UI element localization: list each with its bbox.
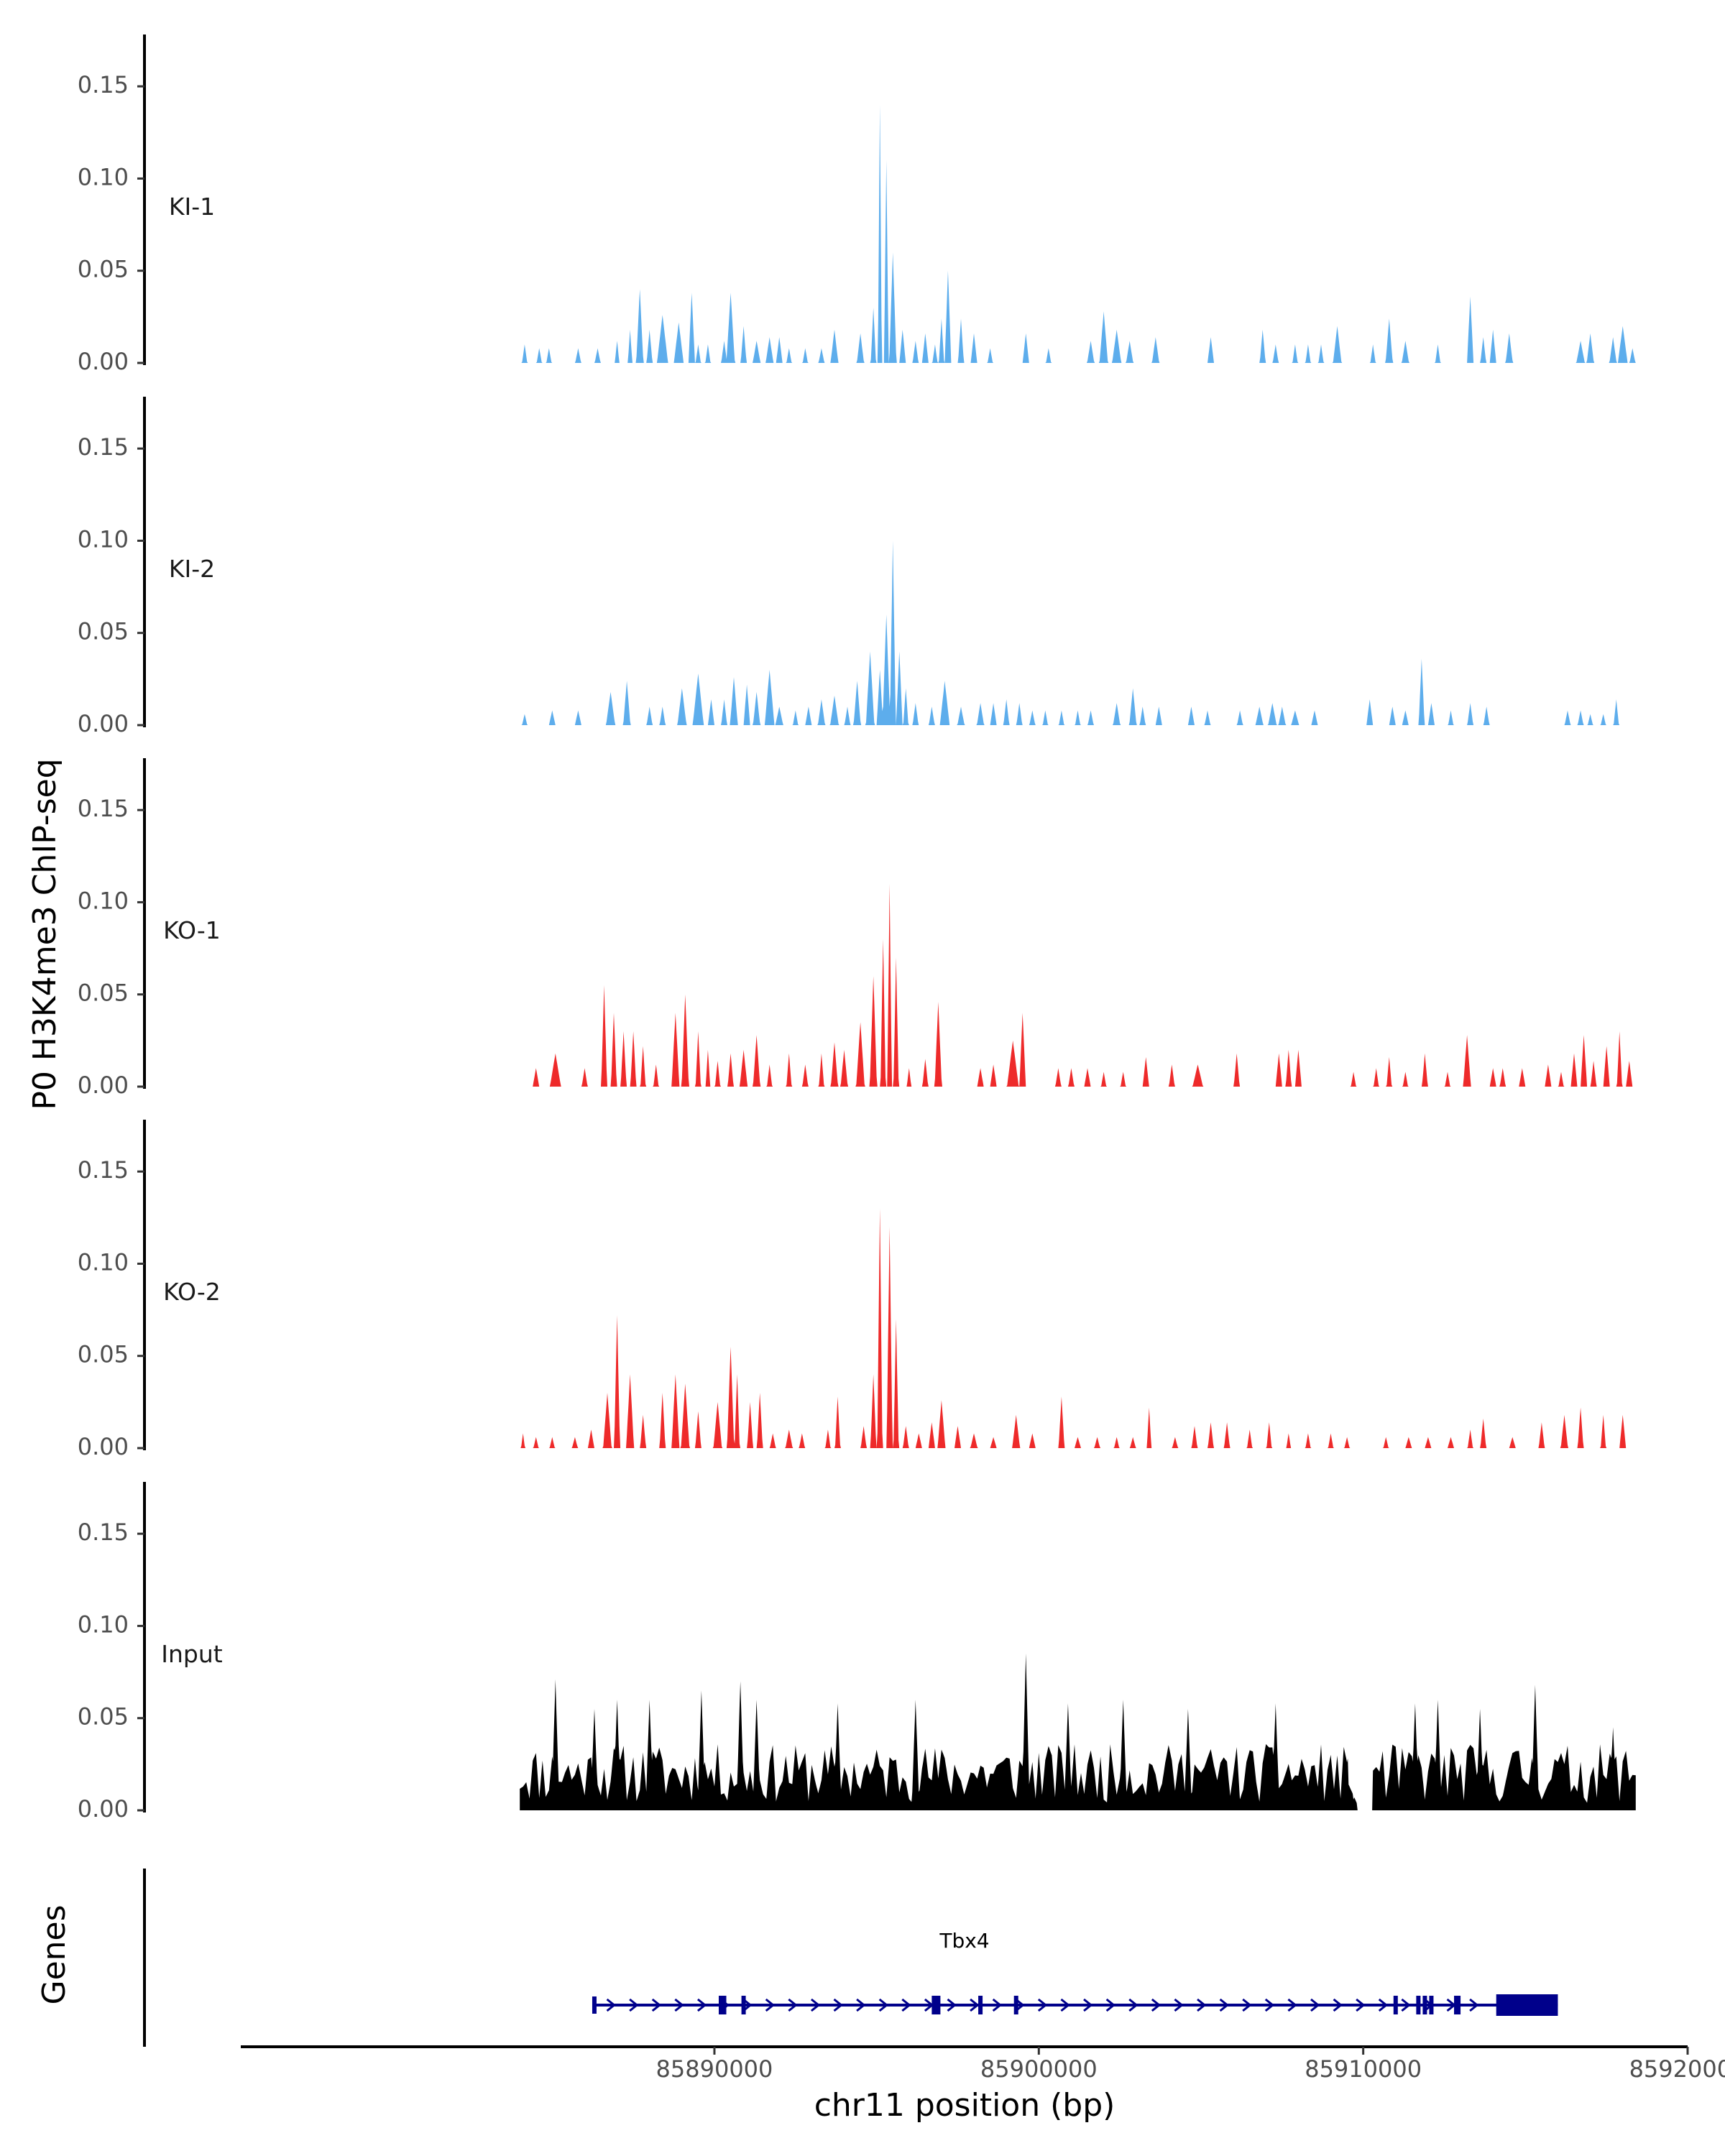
y-tick-label: 0.10 xyxy=(78,1248,129,1276)
strand-arrow xyxy=(1356,1998,1366,2012)
strand-arrow xyxy=(651,1998,662,2012)
track-panel-ki-1: 0.00 0.05 0.10 0.15 KI-1 xyxy=(78,34,1636,375)
x-axis-title: chr11 position (bp) xyxy=(814,2087,1116,2124)
strand-arrow xyxy=(1197,1998,1207,2012)
strand-arrow xyxy=(810,1998,821,2012)
strand-arrow xyxy=(901,1998,911,2012)
strand-arrow xyxy=(856,1998,866,2012)
gene-exon xyxy=(932,1996,939,2014)
y-tick-label: 0.00 xyxy=(78,348,129,375)
strand-arrow xyxy=(1151,1998,1162,2012)
y-tick-label: 0.00 xyxy=(78,1795,129,1823)
signal-area-ko-1 xyxy=(520,883,1636,1087)
y-tick-label: 0.00 xyxy=(78,1072,129,1099)
y-tick-label: 0.10 xyxy=(78,1611,129,1638)
panel-label-input: Input xyxy=(161,1640,223,1668)
y-tick-label: 0.05 xyxy=(78,980,129,1007)
strand-arrow xyxy=(1219,1998,1229,2012)
gene-utr xyxy=(1496,1994,1558,2016)
gene-model xyxy=(592,1994,1558,2016)
gene-exon xyxy=(1454,1996,1461,2014)
gene-exon xyxy=(1013,1996,1018,2014)
strand-arrow xyxy=(878,1998,889,2012)
y-tick-label: 0.15 xyxy=(78,1156,129,1184)
gene-track: Genes Tbx4 xyxy=(36,1869,1558,2047)
strand-arrow xyxy=(1287,1998,1297,2012)
track-panel-ko-1: 0.00 0.05 0.10 0.15 KO-1 xyxy=(78,758,1636,1099)
strand-arrow xyxy=(1242,1998,1252,2012)
x-axis: 85890000 85900000 85910000 85920000 chr11 p… xyxy=(241,2045,1725,2124)
signal-area-ki-2 xyxy=(520,540,1636,725)
y-tick-label: 0.05 xyxy=(78,618,129,645)
gene-exon xyxy=(1393,1996,1398,2014)
x-tick-label: 85890000 xyxy=(656,2055,773,2083)
strand-arrow xyxy=(947,1998,957,2012)
strand-arrow xyxy=(1469,1998,1479,2012)
x-tick-label: 85920000 xyxy=(1629,2055,1725,2083)
panel-label-ki-2: KI-2 xyxy=(169,555,215,583)
x-ticks: 85890000 85900000 85910000 85920000 xyxy=(656,2047,1725,2083)
strand-arrow xyxy=(1310,1998,1320,2012)
strand-arrow xyxy=(1037,1998,1048,2012)
y-tick-label: 0.05 xyxy=(78,1703,129,1731)
track-panel-input: 0.00 0.05 0.10 0.15 Input xyxy=(78,1482,1636,1823)
y-tick-label: 0.10 xyxy=(78,525,129,553)
track-panel-ko-2: 0.00 0.05 0.10 0.15 KO-2 xyxy=(78,1120,1636,1460)
y-tick-label: 0.15 xyxy=(78,1519,129,1546)
strand-arrow xyxy=(674,1998,684,2012)
strand-arrow xyxy=(1333,1998,1343,2012)
strand-arrow xyxy=(970,1998,980,2012)
y-tick-label: 0.00 xyxy=(78,1433,129,1460)
strand-arrow xyxy=(1128,1998,1138,2012)
strand-arrow xyxy=(1174,1998,1184,2012)
gene-exon xyxy=(978,1996,983,2014)
strand-arrow xyxy=(629,1998,639,2012)
strand-arrow xyxy=(833,1998,843,2012)
gene-exon xyxy=(741,1996,746,2014)
gene-name-label: Tbx4 xyxy=(939,1929,989,1953)
strand-arrow xyxy=(765,1998,776,2012)
y-tick-label: 0.05 xyxy=(78,256,129,283)
y-tick-label: 0.15 xyxy=(78,71,129,98)
gene-exon xyxy=(718,1996,723,2014)
panel-label-ki-1: KI-1 xyxy=(169,193,215,221)
x-tick-label: 85910000 xyxy=(1305,2055,1422,2083)
strand-arrow xyxy=(788,1998,798,2012)
gene-exon xyxy=(1429,1996,1434,2014)
panel-label-ko-1: KO-1 xyxy=(163,916,221,944)
gene-exon xyxy=(722,1996,727,2014)
y-tick-label: 0.15 xyxy=(78,433,129,461)
strand-arrow xyxy=(1060,1998,1070,2012)
signal-area-ki-1 xyxy=(520,104,1636,364)
strand-arrow xyxy=(1401,1998,1411,2012)
y-tick-label: 0.10 xyxy=(78,887,129,914)
y-axis-title: P0 H3K4me3 ChIP-seq xyxy=(27,758,63,1110)
signal-area-input xyxy=(520,1653,1636,1810)
track-panels: 0.00 0.05 0.10 0.15 KI-1 0.00 0.05 0.10 0.15 KI-2… xyxy=(78,34,1636,1823)
gene-exon xyxy=(1422,1996,1427,2014)
strand-arrow xyxy=(992,1998,1003,2012)
signal-area-ko-2 xyxy=(520,1208,1636,1448)
strand-arrow xyxy=(1378,1998,1389,2012)
y-tick-label: 0.10 xyxy=(78,163,129,190)
x-tick-label: 85900000 xyxy=(980,2055,1098,2083)
strand-arrow xyxy=(606,1998,616,2012)
track-panel-ki-2: 0.00 0.05 0.10 0.15 KI-2 xyxy=(78,397,1636,737)
y-tick-label: 0.05 xyxy=(78,1341,129,1368)
gene-start-mark xyxy=(592,1996,597,2014)
gene-exon xyxy=(1416,1996,1421,2014)
y-tick-label: 0.15 xyxy=(78,795,129,822)
gene-track-label: Genes xyxy=(36,1904,73,2004)
y-tick-label: 0.00 xyxy=(78,710,129,737)
strand-arrow xyxy=(1105,1998,1116,2012)
strand-arrow xyxy=(1264,1998,1275,2012)
panel-label-ko-2: KO-2 xyxy=(163,1278,221,1306)
strand-arrow xyxy=(1083,1998,1093,2012)
strand-arrow xyxy=(696,1998,707,2012)
